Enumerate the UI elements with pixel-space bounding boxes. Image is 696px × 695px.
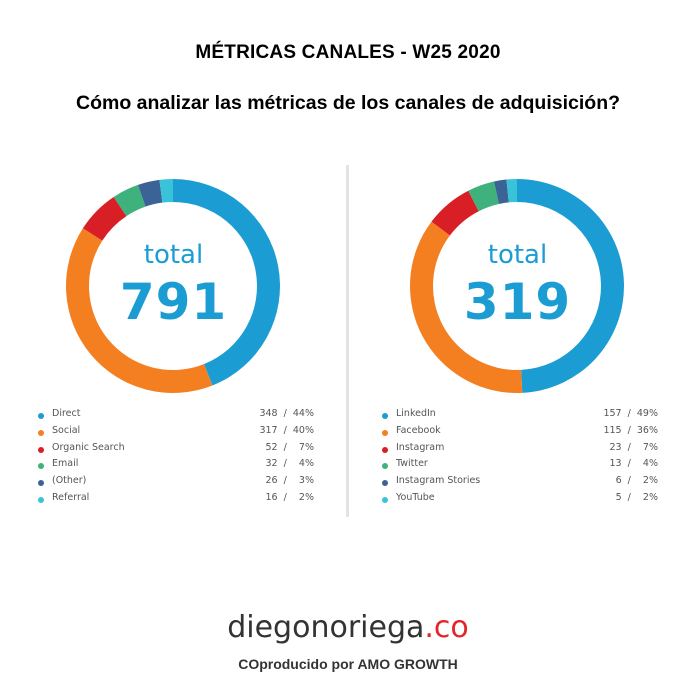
donut-slice-facebook bbox=[410, 221, 523, 393]
legend-item: Social 317 / 40% bbox=[36, 425, 314, 442]
legend-value: 317 / 40% bbox=[259, 424, 314, 436]
legend-dot bbox=[382, 413, 388, 419]
legend-label: Twitter bbox=[396, 458, 428, 470]
donut-panel-channels: total 791 Direct 348 / 44% Social 317 / … bbox=[32, 175, 332, 515]
brand-domain: .co bbox=[424, 610, 469, 645]
legend-value: 157 / 49% bbox=[603, 408, 658, 419]
credit-line: COproducido por AMO GROWTH bbox=[238, 656, 458, 672]
legend-value: 26 / 3% bbox=[265, 475, 314, 487]
legend-dot bbox=[38, 446, 44, 453]
legend-label: Social bbox=[52, 424, 81, 436]
donut-slice-other bbox=[137, 179, 163, 207]
legend-channels: Direct 348 / 44% Social 317 / 40% Organi… bbox=[36, 408, 314, 509]
legend-dot bbox=[38, 463, 44, 470]
page-subtitle: Cómo analizar las métricas de los canale… bbox=[75, 92, 621, 114]
donut-slice-linkedin bbox=[517, 179, 624, 393]
legend-label: LinkedIn bbox=[396, 408, 436, 419]
legend-value: 6 / 2% bbox=[615, 475, 658, 487]
donut-slice-referral bbox=[159, 179, 173, 203]
legend-item: LinkedIn 157 / 49% bbox=[380, 408, 658, 425]
legend-dot bbox=[382, 480, 388, 487]
total-value: 319 bbox=[463, 273, 572, 331]
legend-label: Instagram bbox=[396, 441, 445, 453]
donut-slice-youtube bbox=[506, 179, 517, 203]
legend-dot bbox=[38, 480, 44, 487]
donut-slice-instagram-stories bbox=[493, 179, 509, 204]
legend-dot bbox=[382, 446, 388, 453]
legend-item: Email 32 / 4% bbox=[36, 458, 314, 475]
legend-dot bbox=[38, 429, 44, 436]
legend-label: Direct bbox=[52, 408, 81, 419]
legend-dot bbox=[38, 413, 44, 419]
brand-name: diegonoriega bbox=[227, 610, 425, 645]
legend-label: (Other) bbox=[52, 475, 87, 487]
legend-dot bbox=[382, 496, 388, 503]
legend-item: Organic Search 52 / 7% bbox=[36, 442, 314, 459]
legend-dot bbox=[382, 429, 388, 436]
donut-slice-twitter bbox=[468, 181, 499, 212]
total-value: 791 bbox=[119, 273, 228, 331]
donut-chart-channels bbox=[66, 179, 280, 393]
legend-label: Instagram Stories bbox=[396, 475, 481, 487]
legend-item: YouTube 5 / 2% bbox=[380, 492, 658, 509]
legend-label: Email bbox=[52, 458, 79, 470]
legend-item: Facebook 115 / 36% bbox=[380, 425, 658, 442]
donut-panel-social: total 319 LinkedIn 157 / 49% Facebook 11… bbox=[376, 175, 676, 515]
legend-value: 115 / 36% bbox=[603, 424, 658, 436]
legend-label: Referral bbox=[52, 491, 90, 503]
total-label: total bbox=[143, 240, 204, 270]
legend-item: (Other) 26 / 3% bbox=[36, 475, 314, 492]
brand-logo: diegonoriega.co bbox=[0, 610, 696, 645]
legend-item: Direct 348 / 44% bbox=[36, 408, 314, 425]
donut-chart-social bbox=[410, 179, 624, 393]
legend-label: Organic Search bbox=[52, 441, 125, 453]
legend-social: LinkedIn 157 / 49% Facebook 115 / 36% In… bbox=[380, 408, 658, 509]
legend-value: 13 / 4% bbox=[609, 458, 658, 470]
panel-divider bbox=[346, 165, 349, 517]
donut-slice-instagram bbox=[431, 190, 479, 236]
legend-item: Instagram 23 / 7% bbox=[380, 442, 658, 459]
legend-value: 16 / 2% bbox=[265, 491, 314, 503]
legend-value: 348 / 44% bbox=[259, 408, 314, 419]
legend-value: 32 / 4% bbox=[265, 458, 314, 470]
legend-value: 5 / 2% bbox=[615, 491, 658, 503]
donut-slice-organic-search bbox=[82, 196, 127, 241]
total-label: total bbox=[487, 240, 548, 270]
legend-value: 23 / 7% bbox=[609, 441, 658, 453]
legend-item: Referral 16 / 2% bbox=[36, 492, 314, 509]
legend-item: Instagram Stories 6 / 2% bbox=[380, 475, 658, 492]
legend-label: Facebook bbox=[396, 424, 441, 436]
legend-dot bbox=[382, 463, 388, 470]
legend-label: YouTube bbox=[396, 491, 435, 503]
legend-value: 52 / 7% bbox=[265, 441, 314, 453]
donut-slice-direct bbox=[173, 179, 280, 386]
legend-item: Twitter 13 / 4% bbox=[380, 458, 658, 475]
donut-slice-social bbox=[66, 228, 213, 393]
page-title: MÉTRICAS CANALES - W25 2020 bbox=[195, 42, 501, 63]
legend-dot bbox=[38, 496, 44, 503]
donut-slice-email bbox=[113, 184, 146, 217]
